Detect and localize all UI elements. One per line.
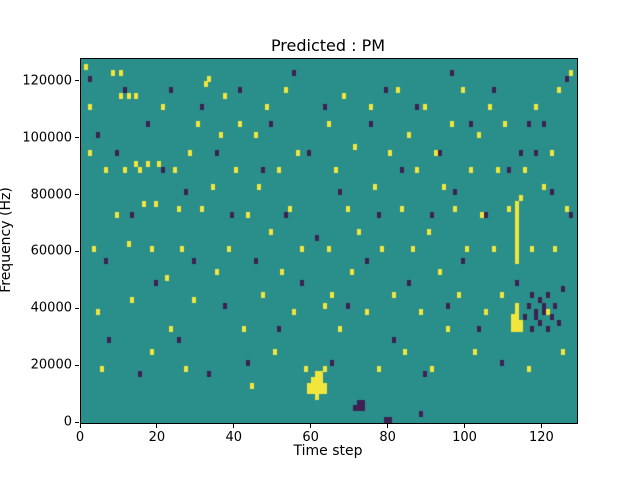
- y-tick-label: 100000: [22, 130, 72, 146]
- x-tick-label: 80: [379, 430, 396, 445]
- x-tick-mark: [540, 424, 542, 428]
- y-tick-mark: [75, 194, 79, 195]
- heatmap-canvas: [81, 59, 577, 423]
- y-tick-label: 60000: [30, 243, 72, 259]
- x-tick-mark: [233, 424, 235, 428]
- x-tick-mark: [310, 424, 312, 428]
- y-tick-mark: [75, 250, 79, 252]
- x-tick-label: 120: [528, 430, 554, 445]
- y-tick-mark: [75, 421, 79, 423]
- x-tick-mark: [387, 424, 389, 428]
- x-tick-mark: [463, 424, 465, 428]
- x-tick-label: 20: [148, 430, 166, 445]
- x-tick-label: 0: [75, 430, 85, 445]
- x-tick-label: 100: [452, 430, 477, 445]
- y-tick-label: 40000: [30, 300, 72, 316]
- y-tick-label: 80000: [30, 187, 72, 202]
- y-tick-mark: [75, 364, 79, 366]
- x-tick-label: 40: [225, 430, 243, 445]
- y-tick-mark: [75, 137, 79, 139]
- y-tick-label: 0: [63, 414, 72, 430]
- y-tick-label: 20000: [30, 357, 72, 373]
- y-axis-label: Frequency (Hz): [0, 187, 14, 293]
- x-tick-mark: [156, 424, 158, 428]
- x-tick-mark: [79, 424, 81, 428]
- y-tick-mark: [75, 307, 79, 309]
- plot-frame: [80, 58, 578, 424]
- x-tick-label: 60: [302, 430, 319, 445]
- plot-title: Predicted : PM: [270, 36, 386, 55]
- y-tick-mark: [75, 80, 79, 82]
- y-tick-label: 120000: [22, 73, 72, 89]
- x-axis-label: Time step: [293, 443, 363, 459]
